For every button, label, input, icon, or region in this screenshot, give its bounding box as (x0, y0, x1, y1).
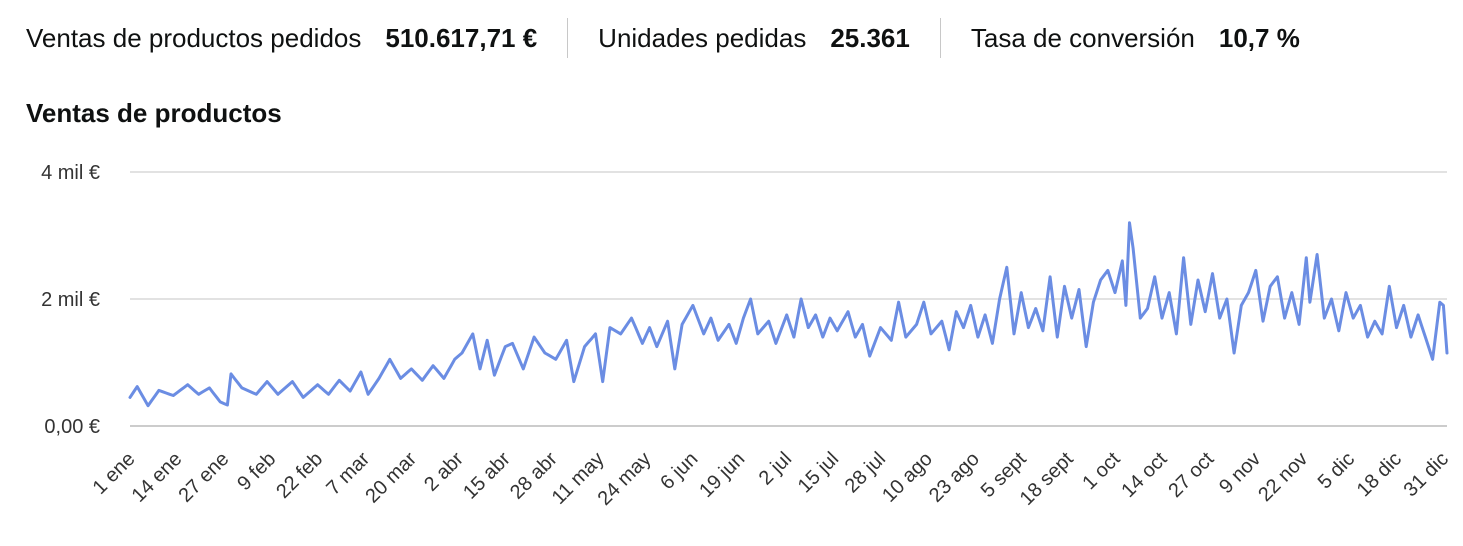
x-tick-label: 2 jul (755, 448, 797, 490)
metric-conversion-rate: Tasa de conversión 10,7 % (971, 23, 1300, 54)
y-tick-label: 0,00 € (44, 416, 100, 438)
metric-divider (567, 18, 569, 58)
metric-value: 25.361 (830, 22, 910, 53)
metric-label: Ventas de productos pedidos (26, 22, 362, 53)
x-tick-label: 10 ago (878, 448, 937, 507)
y-tick-label: 4 mil € (41, 162, 100, 184)
x-tick-label: 27 oct (1164, 448, 1218, 502)
x-tick-label: 15 jul (794, 448, 843, 497)
x-tick-label: 18 dic (1353, 448, 1406, 501)
metric-product-sales: Ventas de productos pedidos 510.617,71 € (26, 23, 537, 54)
x-tick-label: 24 may (594, 448, 656, 510)
x-tick-label: 15 abr (459, 448, 515, 504)
x-tick-label: 22 feb (272, 448, 327, 503)
metric-value: 510.617,71 € (385, 22, 538, 53)
x-tick-label: 27 ene (175, 448, 234, 507)
metrics-bar: Ventas de productos pedidos 510.617,71 €… (26, 18, 1300, 58)
metric-divider (939, 18, 941, 58)
x-tick-label: 18 sept (1016, 448, 1078, 510)
x-tick-label: 14 oct (1117, 448, 1171, 502)
y-tick-label: 2 mil € (41, 289, 100, 311)
x-tick-label: 19 jun (695, 448, 749, 502)
x-tick-label: 31 dic (1400, 448, 1453, 501)
metric-value: 10,7 % (1218, 22, 1300, 53)
x-tick-label: 14 ene (128, 448, 187, 507)
x-tick-label: 23 ago (925, 448, 984, 507)
x-tick-label: 22 nov (1254, 448, 1312, 506)
metric-units-ordered: Unidades pedidas 25.361 (598, 23, 910, 54)
metric-label: Unidades pedidas (598, 22, 807, 53)
series-line-ventas (128, 221, 1449, 408)
metric-label: Tasa de conversión (970, 22, 1195, 53)
chart-title: Ventas de productos (26, 98, 282, 128)
x-tick-label: 20 mar (361, 448, 421, 508)
